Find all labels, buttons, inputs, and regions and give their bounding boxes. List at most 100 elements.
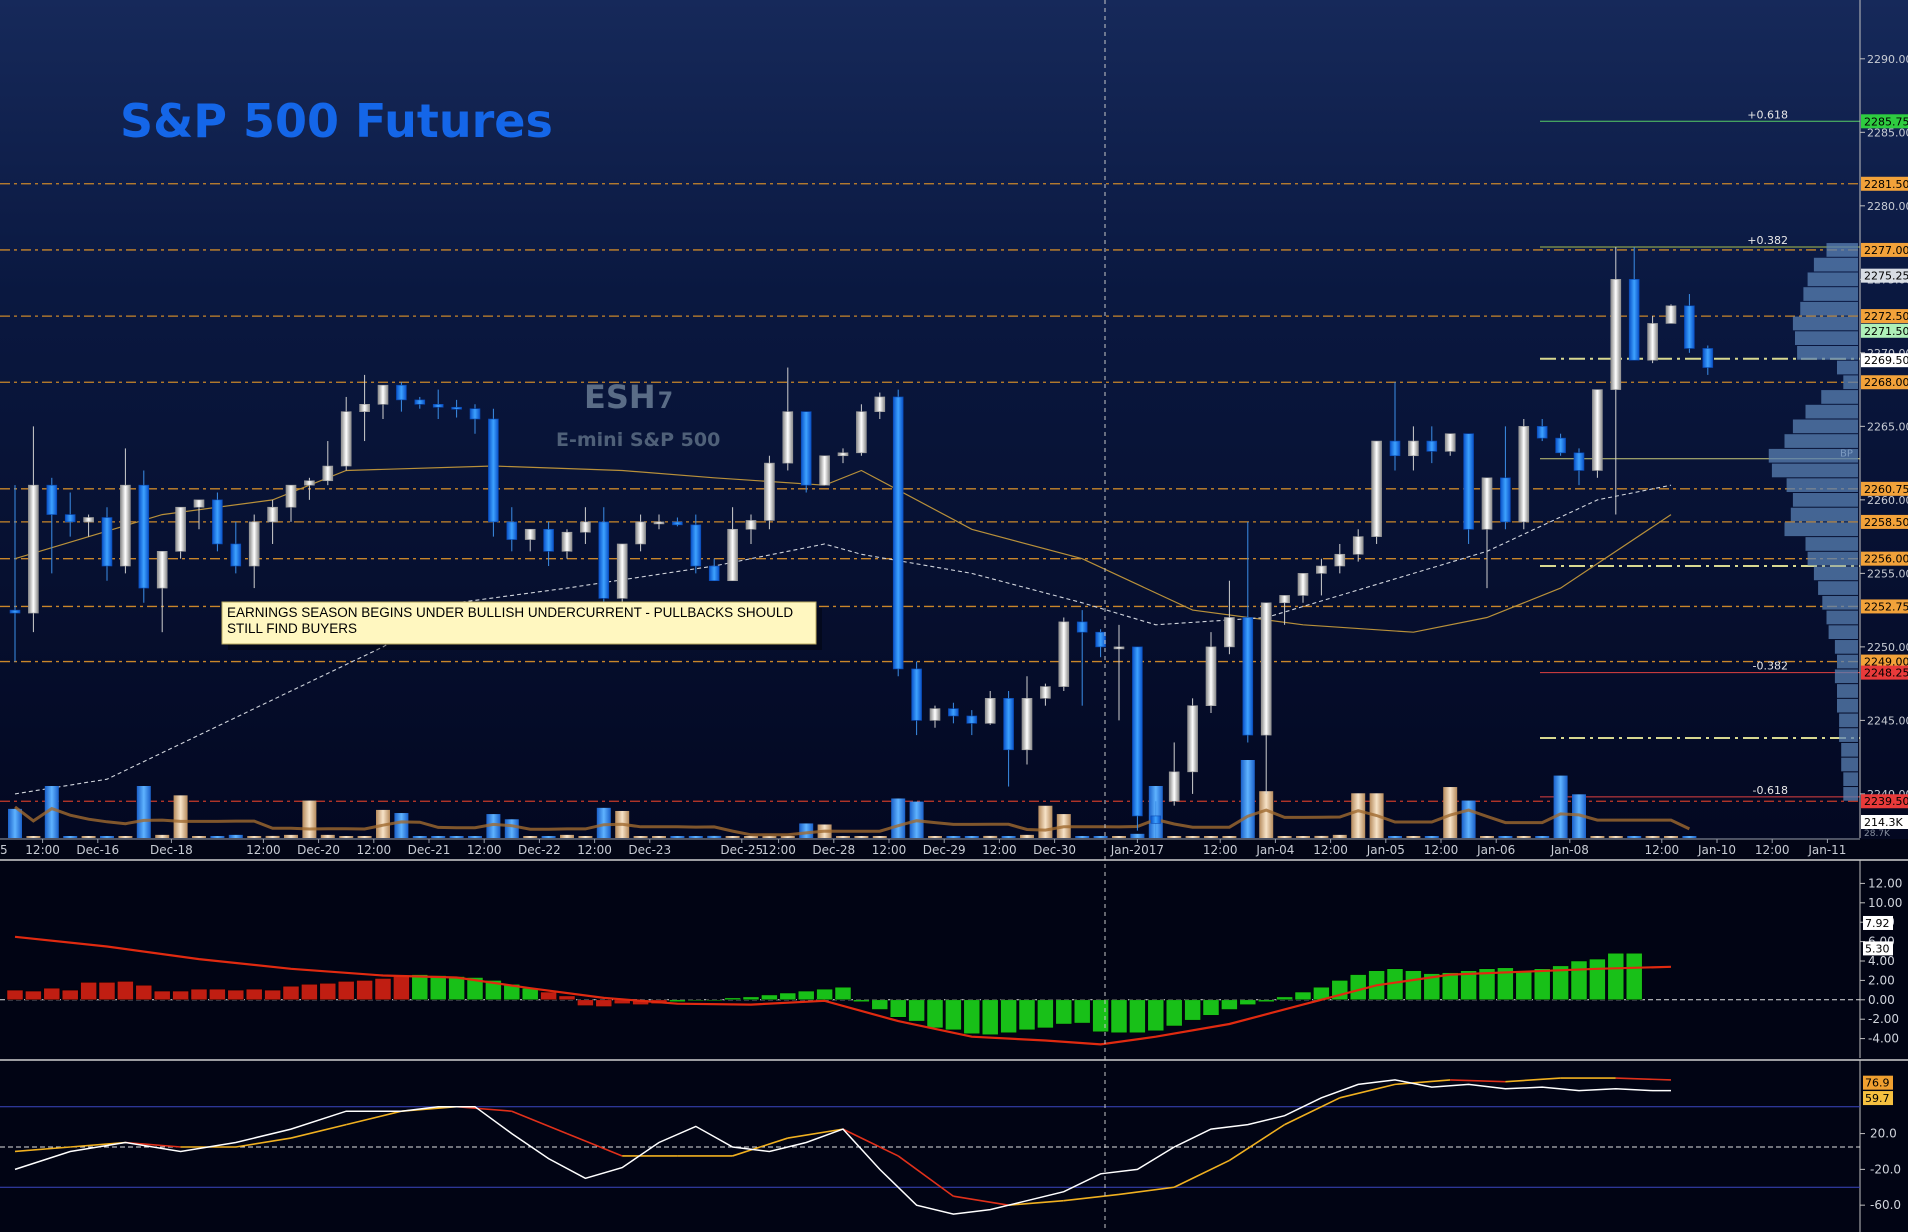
macd-signal-line — [14, 935, 1672, 1046]
candle-body — [653, 521, 665, 525]
macd-bar — [540, 991, 557, 1001]
candle — [727, 507, 738, 582]
stoch-d-segment — [456, 1105, 512, 1113]
macd-bar — [1037, 999, 1054, 1029]
candle-body — [929, 708, 941, 721]
profile-bar — [1807, 551, 1858, 566]
candle — [396, 382, 407, 412]
volume-bar — [1038, 805, 1053, 838]
stoch-k-line — [14, 1079, 1671, 1215]
candle — [524, 528, 536, 552]
time-tick-label: Jan-11 — [1807, 843, 1846, 857]
macd-bar — [1497, 967, 1514, 1001]
stoch-d-segment — [1394, 1079, 1451, 1086]
stoch-d-segment — [1284, 1097, 1341, 1126]
volume-bar — [1461, 800, 1476, 838]
volume-bar — [836, 836, 850, 838]
volume-bar — [1167, 836, 1182, 838]
profile-bar — [1843, 375, 1858, 390]
macd-tick-label: 12.00 — [1868, 876, 1902, 890]
candle-body — [727, 528, 738, 582]
candle — [580, 507, 591, 544]
macd-bar — [558, 995, 576, 1001]
time-tick-label: Dec-16 — [76, 843, 119, 857]
candle-body — [304, 480, 315, 486]
level-price-tag: 2272.50 — [1861, 309, 1908, 324]
macd-bar — [945, 999, 962, 1031]
candle — [83, 514, 94, 537]
macd-bar — [1147, 999, 1165, 1032]
moving-average-fast — [14, 465, 1672, 633]
volume-tag-label: 214.3K — [1864, 816, 1903, 829]
profile-bar — [1837, 698, 1858, 713]
candle-body — [1389, 440, 1401, 457]
candle-body — [28, 484, 39, 614]
level-price-tag: 2268.00 — [1861, 375, 1908, 390]
macd-bar — [503, 984, 521, 1001]
time-tick-label: Jan-04 — [1255, 843, 1294, 857]
price-tag-label: 2272.50 — [1864, 310, 1908, 323]
candle-body — [616, 543, 628, 599]
candle-body — [469, 408, 481, 420]
volume-bar — [504, 819, 519, 838]
volume-bar — [1590, 836, 1605, 838]
macd-bar — [724, 997, 741, 1001]
candle — [672, 517, 683, 527]
candle-body — [1260, 602, 1272, 736]
candle — [984, 690, 996, 725]
candle — [488, 408, 499, 537]
volume-bar — [523, 836, 538, 838]
time-tick-label: Dec-18 — [150, 843, 193, 857]
candle-body — [635, 521, 646, 545]
candle — [1021, 676, 1033, 765]
candle-body — [1224, 617, 1235, 648]
candle-body — [598, 521, 610, 599]
volume-bar — [302, 800, 317, 838]
profile-bar — [1841, 742, 1858, 757]
candle — [800, 411, 812, 493]
macd-bar — [1515, 970, 1533, 1001]
price-tag-label: 2249.00 — [1864, 656, 1908, 669]
candle — [1224, 580, 1235, 655]
price-tag-background — [1861, 353, 1908, 368]
price-tag-label: 2269.50 — [1864, 354, 1908, 367]
macd-bar — [1276, 996, 1293, 1001]
profile-bar — [1790, 507, 1858, 522]
profile-bar — [1821, 390, 1858, 404]
macd-bar — [1202, 999, 1220, 1016]
macd-tick-label: 4.00 — [1868, 954, 1895, 968]
volume-bar — [1443, 787, 1458, 838]
stoch-d-segment — [346, 1110, 402, 1126]
candle — [230, 521, 242, 574]
price-tag-label: 2260.75 — [1864, 483, 1908, 496]
volume-bar — [320, 834, 335, 838]
price-tick-label: 2260.00 — [1867, 494, 1908, 507]
volume-bar — [891, 798, 906, 838]
volume-bar — [284, 834, 298, 838]
time-tick-label: Dec-30 — [1033, 843, 1076, 857]
candle — [9, 485, 21, 662]
candle — [929, 705, 941, 728]
macd-tag-background — [1863, 915, 1893, 930]
price-tag-label: 2239.50 — [1864, 795, 1908, 808]
candle — [1684, 294, 1695, 353]
time-tick-label: Jan-08 — [1550, 843, 1589, 857]
candle — [690, 514, 702, 574]
volume-bar — [1498, 836, 1513, 838]
fib-label: +0.382 — [1747, 234, 1788, 247]
candlesticks — [9, 246, 1714, 838]
indicator-panel-background — [0, 840, 1908, 1232]
volume-bar — [1627, 836, 1642, 838]
candle — [28, 426, 39, 633]
candle — [1279, 595, 1290, 625]
macd-bar — [871, 999, 889, 1010]
volume-bar — [155, 834, 170, 838]
candle — [1628, 246, 1640, 361]
stoch-d-segment — [1615, 1077, 1672, 1081]
macd-bar — [1589, 958, 1606, 1001]
time-tick-label: 12:00 — [1424, 843, 1459, 857]
candle-body — [83, 517, 94, 523]
candle-body — [856, 411, 867, 454]
macd-bar — [981, 999, 999, 1035]
candle — [267, 499, 278, 544]
